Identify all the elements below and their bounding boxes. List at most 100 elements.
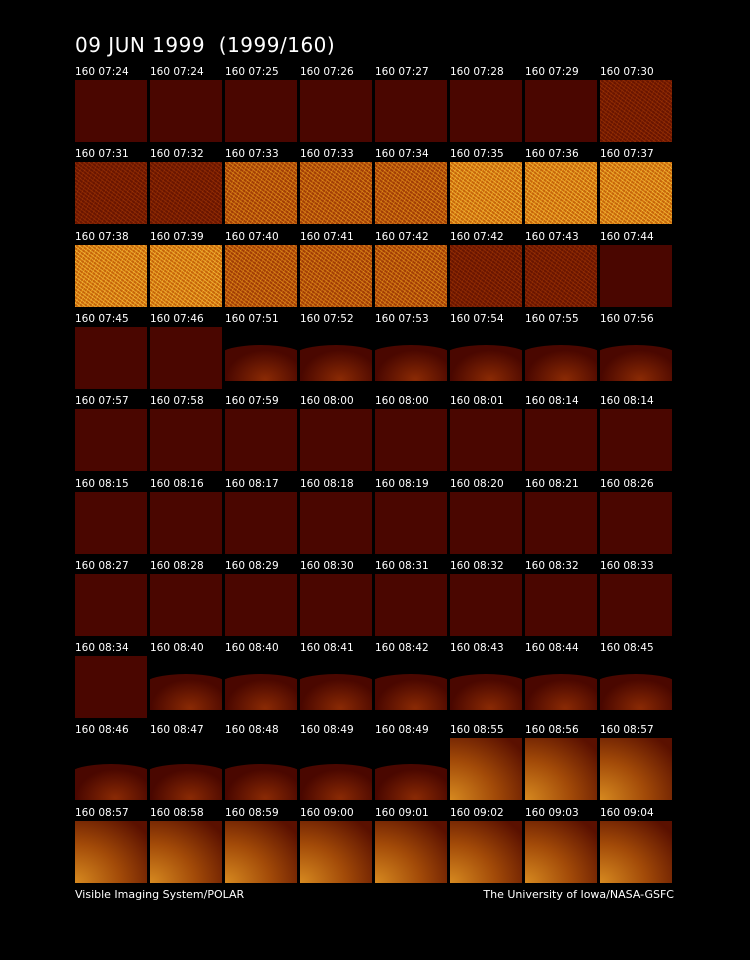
image-frame	[375, 326, 447, 389]
image-frame	[75, 820, 147, 883]
frame-label: 160 07:28	[450, 66, 504, 78]
image-dome	[300, 764, 372, 801]
image-frame	[150, 326, 222, 389]
image-frame	[450, 738, 522, 801]
image-frame	[75, 491, 147, 554]
image-frame	[600, 656, 672, 719]
frame-label: 160 07:26	[300, 66, 354, 78]
image-frame	[300, 80, 372, 142]
frame-label: 160 08:41	[300, 642, 354, 655]
frame-label: 160 07:58	[150, 395, 204, 408]
image-dome	[600, 674, 672, 711]
image-frame	[225, 326, 297, 389]
frame-label: 160 08:26	[600, 477, 654, 490]
image-frame	[600, 491, 672, 554]
frame-label: 160 08:00	[300, 395, 354, 408]
frame-label: 160 08:40	[225, 642, 279, 655]
footer-left: Visible Imaging System/POLAR	[75, 888, 245, 901]
image-frame	[300, 738, 372, 801]
frame-label: 160 07:43	[525, 230, 579, 243]
image-frame	[600, 573, 672, 636]
image-frame	[300, 656, 372, 719]
frame-label: 160 08:30	[300, 559, 354, 572]
image-dome	[600, 344, 672, 381]
image-frame	[75, 656, 147, 719]
image-dome	[375, 674, 447, 711]
title: 09 JUN 1999 (1999/160)	[75, 33, 336, 57]
image-frame	[450, 409, 522, 472]
frame-label: 160 07:41	[300, 230, 354, 243]
image-frame	[450, 326, 522, 389]
image-dome	[150, 674, 222, 711]
image-frame	[450, 491, 522, 554]
image-frame	[525, 573, 597, 636]
frame-label: 160 08:55	[450, 724, 504, 737]
image-frame	[300, 491, 372, 554]
image-frame	[525, 409, 597, 472]
image-frame	[600, 80, 672, 142]
frame-label: 160 07:31	[75, 148, 129, 161]
frame-label: 160 08:48	[225, 724, 279, 737]
frame-label: 160 08:57	[600, 724, 654, 737]
image-frame	[525, 244, 597, 307]
image-frame	[225, 573, 297, 636]
frame-label: 160 08:47	[150, 724, 204, 737]
image-frame	[75, 244, 147, 307]
frame-label: 160 08:43	[450, 642, 504, 655]
image-frame	[450, 820, 522, 883]
frame-label: 160 08:31	[375, 559, 429, 572]
frame-label: 160 07:40	[225, 230, 279, 243]
frame-label: 160 08:14	[600, 395, 654, 408]
image-frame	[300, 326, 372, 389]
image-dome	[375, 764, 447, 801]
image-frame	[300, 409, 372, 472]
image-frame	[225, 80, 297, 142]
frame-label: 160 07:38	[75, 230, 129, 243]
image-frame	[450, 656, 522, 719]
frame-label: 160 09:02	[450, 806, 504, 819]
image-frame	[375, 491, 447, 554]
image-frame	[375, 656, 447, 719]
frame-label: 160 07:36	[525, 148, 579, 161]
frame-label: 160 08:21	[525, 477, 579, 490]
frame-label: 160 07:42	[375, 230, 429, 243]
image-dome	[525, 344, 597, 381]
frame-label: 160 08:56	[525, 724, 579, 737]
image-frame	[300, 820, 372, 883]
frame-label: 160 08:46	[75, 724, 129, 737]
frame-label: 160 07:27	[375, 66, 429, 78]
image-frame	[450, 244, 522, 307]
image-frame	[525, 491, 597, 554]
image-frame	[75, 409, 147, 472]
image-frame	[450, 80, 522, 142]
image-frame	[450, 573, 522, 636]
image-frame	[225, 162, 297, 225]
image-frame	[75, 326, 147, 389]
image-frame	[150, 162, 222, 225]
frame-label: 160 08:28	[150, 559, 204, 572]
frame-label: 160 07:35	[450, 148, 504, 161]
image-dome	[225, 674, 297, 711]
frame-label: 160 07:33	[225, 148, 279, 161]
frame-label: 160 07:52	[300, 312, 354, 325]
frame-label: 160 09:01	[375, 806, 429, 819]
frame-label: 160 08:45	[600, 642, 654, 655]
frame-label: 160 08:18	[300, 477, 354, 490]
image-frame	[150, 656, 222, 719]
frame-label: 160 08:57	[75, 806, 129, 819]
image-frame	[150, 409, 222, 472]
frame-label: 160 08:49	[300, 724, 354, 737]
frame-label: 160 08:17	[225, 477, 279, 490]
image-frame	[525, 326, 597, 389]
frame-label: 160 08:20	[450, 477, 504, 490]
frame-label: 160 07:45	[75, 312, 129, 325]
frame-label: 160 08:40	[150, 642, 204, 655]
frame-label: 160 08:00	[375, 395, 429, 408]
frame-label: 160 07:44	[600, 230, 654, 243]
image-dome	[75, 764, 147, 801]
frame-label: 160 08:44	[525, 642, 579, 655]
image-frame	[150, 738, 222, 801]
image-frame	[225, 738, 297, 801]
frame-label: 160 08:19	[375, 477, 429, 490]
image-frame	[375, 573, 447, 636]
